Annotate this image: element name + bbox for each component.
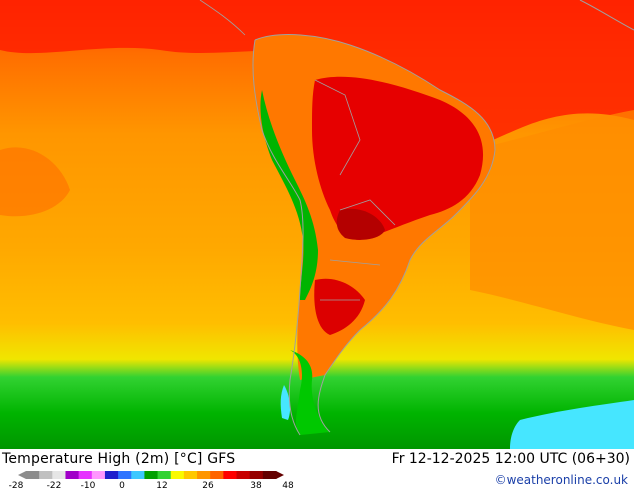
forecast-datetime: Fr 12-12-2025 12:00 UTC (06+30)	[391, 451, 630, 467]
map-title: Temperature High (2m) [°C] GFS	[2, 451, 236, 467]
legend-swatch	[91, 471, 106, 479]
credit-link[interactable]: ©weatheronline.co.uk	[494, 473, 628, 487]
footer-bar: Temperature High (2m) [°C] GFS Fr 12-12-…	[0, 449, 634, 490]
legend-swatch	[236, 471, 251, 479]
legend-swatch	[131, 471, 145, 479]
legend-tick-label: -10	[81, 481, 96, 489]
legend-tick-label: 38	[250, 481, 262, 489]
temperature-map	[0, 0, 634, 449]
andes-cool-strip	[260, 90, 318, 300]
legend-arrow-low	[18, 471, 26, 479]
africa-coastline	[579, 0, 634, 31]
chaco-hotspot	[336, 208, 385, 240]
legend-swatch	[183, 471, 198, 479]
patagonia-cool	[290, 350, 330, 435]
legend-tick-label: 26	[202, 481, 214, 489]
color-legend-scale: -28 -22 -10 0 12 26 38 48	[9, 471, 294, 489]
legend-swatch	[118, 471, 132, 479]
legend-swatch	[170, 471, 185, 479]
legend-swatch	[197, 471, 211, 479]
patagonia-cold-spot	[280, 385, 291, 420]
country-borders	[199, 0, 396, 301]
map-canvas	[0, 0, 634, 449]
brazil-hot-core	[312, 76, 484, 240]
legend-swatch	[144, 471, 159, 479]
legend-tick-label: -28	[9, 481, 24, 489]
legend-swatch	[223, 471, 238, 479]
legend-swatch	[249, 471, 264, 479]
pacific-warm-tongue	[0, 147, 70, 217]
legend-tick-label: -22	[47, 481, 62, 489]
legend-swatch	[157, 471, 172, 479]
legend-swatch	[26, 471, 40, 479]
argentina-hot-area	[314, 278, 365, 335]
legend-arrow-high	[276, 471, 284, 479]
southern-cold-area	[510, 400, 634, 449]
coastline	[252, 34, 496, 436]
legend-swatch	[210, 471, 224, 479]
legend-tick-label: 48	[282, 481, 294, 489]
legend-swatch	[104, 471, 119, 479]
atlantic-warm-area	[470, 110, 634, 330]
legend-swatch	[262, 471, 277, 479]
legend-swatch	[52, 471, 66, 479]
legend-tick-label: 0	[119, 481, 125, 489]
legend-tick-label: 12	[156, 481, 167, 489]
legend-swatch	[39, 471, 53, 479]
color-legend: -28 -22 -10 0 12 26 38 48	[6, 471, 296, 489]
legend-swatch	[78, 471, 93, 479]
legend-swatch	[65, 471, 80, 479]
